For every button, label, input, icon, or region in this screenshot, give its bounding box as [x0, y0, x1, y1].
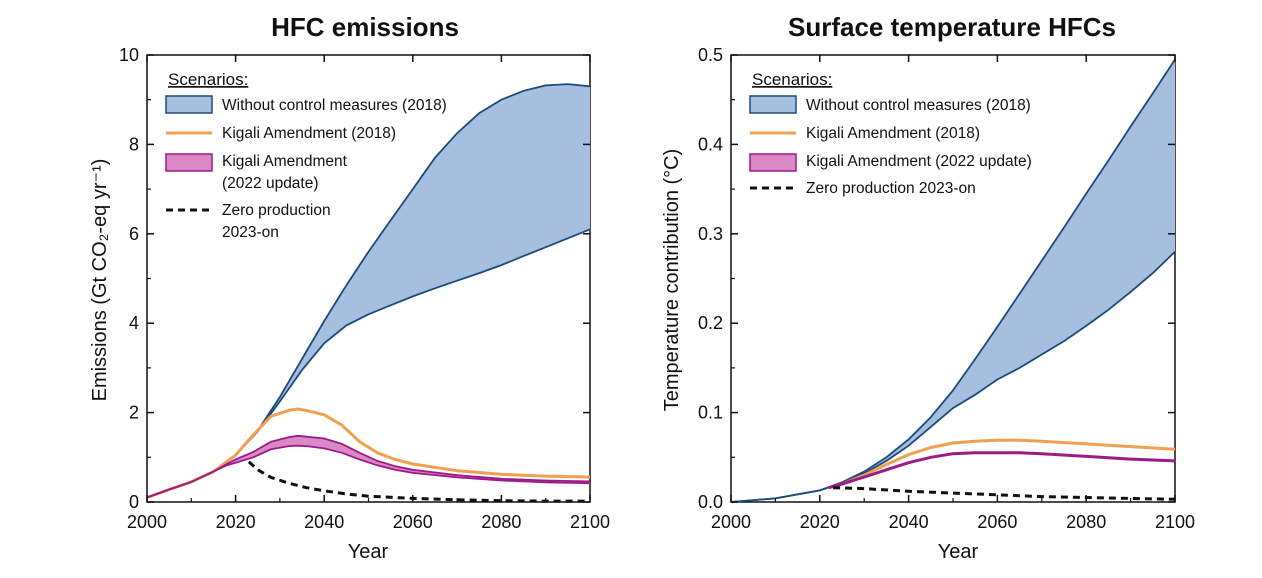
x-tick-label: 2060 — [977, 512, 1017, 532]
y-tick-label: 0.0 — [698, 492, 723, 512]
x-tick-label: 2060 — [393, 512, 433, 532]
legend: Scenarios: Without control measures (201… — [749, 70, 1032, 197]
legend: Scenarios: Without control measures (201… — [165, 70, 447, 241]
legend-swatch-without-control — [749, 95, 797, 114]
legend-title: Scenarios: — [752, 70, 832, 89]
plot-marks — [146, 83, 591, 503]
legend-label: Without control measures (2018) — [222, 97, 447, 114]
legend-label: Kigali Amendment (2018) — [806, 125, 980, 142]
chart-title: HFC emissions — [271, 12, 459, 42]
x-tick-label: 2000 — [711, 512, 751, 532]
axis-ticks: 2000 2020 2040 2060 2080 2100 0 2 4 6 8 10 — [119, 45, 610, 532]
legend-label: Zero production 2023-on — [806, 180, 976, 197]
legend-title: Scenarios: — [168, 70, 248, 89]
legend-label: Zero production — [222, 202, 331, 219]
x-axis-label: Year — [938, 541, 979, 563]
legend-swatch-without-control — [165, 95, 213, 114]
series-line-kigali-amendment-2022-update — [828, 451, 1176, 490]
y-tick-label: 10 — [119, 45, 139, 65]
y-axis-label: Emissions (Gt CO₂-eq yr⁻¹) — [89, 159, 111, 402]
y-tick-label: 4 — [129, 313, 139, 333]
x-axis-label: Year — [348, 541, 389, 563]
legend-label: Without control measures (2018) — [806, 97, 1031, 114]
y-axis-label: Temperature contribution (°C) — [661, 149, 683, 412]
band-fill-without-control-measures-2018 — [147, 84, 590, 498]
y-tick-label: 0.1 — [698, 403, 723, 423]
chart-panel-emissions: HFC emissions 2000 2020 2040 2060 2080 210002… — [89, 12, 610, 563]
y-tick-label: 6 — [129, 224, 139, 244]
y-tick-label: 0.3 — [698, 224, 723, 244]
series-line-kigali-amendment-2018 — [146, 407, 591, 499]
y-tick-label: 0.2 — [698, 313, 723, 333]
series-line-zero-production-2023-on — [833, 486, 1176, 501]
series-line-zero-production-2023-on — [247, 460, 590, 503]
band-upper-kigali-amendment-2022-update — [146, 434, 591, 499]
y-tick-label: 8 — [129, 134, 139, 154]
y-tick-label: 0 — [129, 492, 139, 512]
y-tick-label: 2 — [129, 403, 139, 423]
chart-panel-temperature: Surface temperature HFCs 2000 2020 2040 206… — [661, 12, 1195, 563]
axis-ticks: 2000 2020 2040 2060 2080 2100 0.0 0.1 0.2 0.3 0.4 0… — [698, 45, 1195, 532]
x-tick-label: 2100 — [1155, 512, 1195, 532]
legend-swatch-kigali-2022 — [165, 153, 213, 172]
band-fill-without-control-measures-2018 — [731, 59, 1175, 502]
x-tick-label: 2020 — [216, 512, 256, 532]
series-line-kigali-amendment-2018 — [828, 438, 1176, 490]
chart-title: Surface temperature HFCs — [788, 12, 1116, 42]
x-tick-label: 2080 — [1066, 512, 1106, 532]
legend-swatch-kigali-2022 — [749, 153, 797, 172]
band-fill-kigali-amendment-2022-update — [147, 435, 590, 498]
x-tick-label: 2020 — [800, 512, 840, 532]
x-tick-label: 2100 — [570, 512, 610, 532]
legend-label-line2: (2022 update) — [222, 175, 319, 192]
x-tick-label: 2040 — [889, 512, 929, 532]
y-tick-label: 0.5 — [698, 45, 723, 65]
y-tick-label: 0.4 — [698, 134, 723, 154]
x-tick-label: 2000 — [127, 512, 167, 532]
legend-label: Kigali Amendment — [222, 153, 348, 170]
band-lower-kigali-amendment-2022-update — [146, 444, 591, 499]
x-tick-label: 2080 — [481, 512, 521, 532]
x-tick-label: 2040 — [304, 512, 344, 532]
legend-label: Kigali Amendment (2022 update) — [806, 153, 1032, 170]
plot-marks — [730, 59, 1176, 503]
legend-label-line2: 2023-on — [222, 224, 279, 241]
legend-label: Kigali Amendment (2018) — [222, 125, 396, 142]
